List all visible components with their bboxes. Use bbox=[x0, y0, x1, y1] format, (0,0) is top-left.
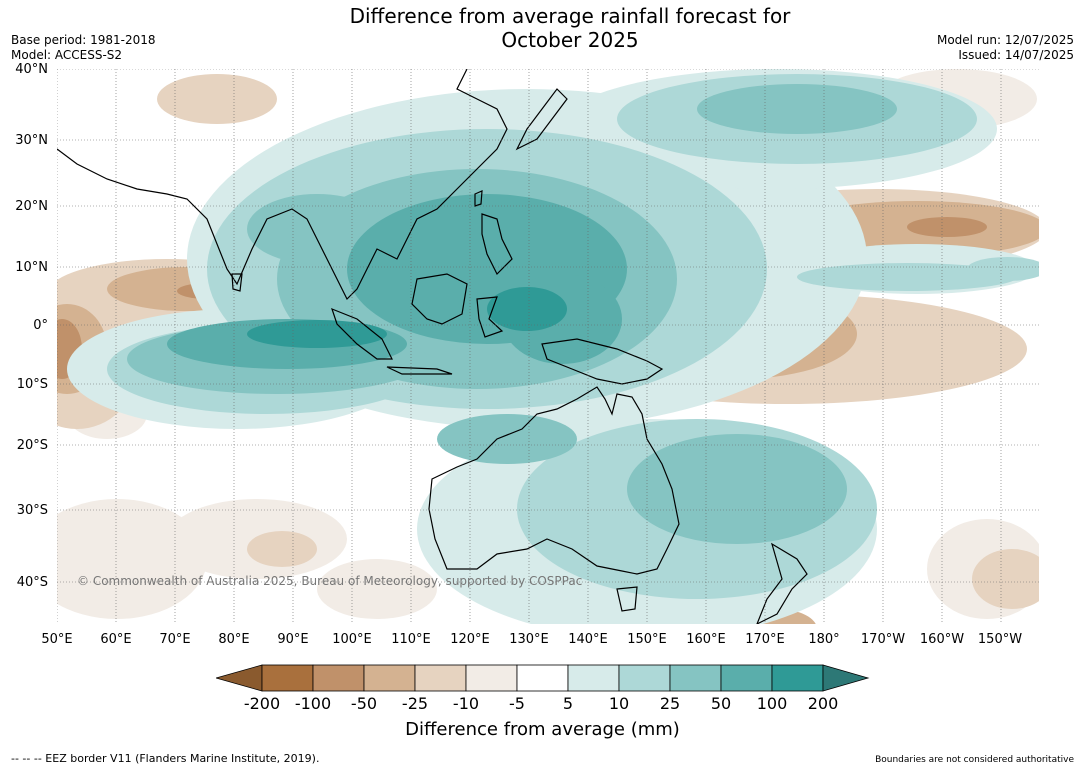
colorbar-tick-label: -100 bbox=[294, 694, 332, 713]
lon-label-60e: 60°E bbox=[100, 632, 132, 647]
lat-label-40n: 40°N bbox=[15, 62, 48, 77]
colorbar-tick-label: 100 bbox=[756, 694, 788, 713]
colorbar-tick-label: -50 bbox=[350, 694, 378, 713]
meta-right: Model run: 12/07/2025 Issued: 14/07/2025 bbox=[937, 33, 1074, 63]
colorbar-tick-label: 25 bbox=[659, 694, 681, 713]
lat-label-20s: 20°S bbox=[16, 438, 48, 453]
colorbar-cells bbox=[261, 664, 824, 692]
colorbar-swatch bbox=[465, 664, 518, 692]
colorbar-tick-label: -200 bbox=[243, 694, 281, 713]
colorbar-left-arrow bbox=[216, 664, 263, 692]
colorbar-tick-label: 50 bbox=[710, 694, 732, 713]
colorbar bbox=[216, 664, 870, 692]
lon-label-50e: 50°E bbox=[41, 632, 73, 647]
title-line-2: October 2025 bbox=[501, 28, 639, 52]
lat-label-30s: 30°S bbox=[16, 503, 48, 518]
base-period: Base period: 1981-2018 bbox=[11, 33, 156, 47]
new-zealand-coast bbox=[756, 542, 808, 624]
colorbar-swatch bbox=[261, 664, 314, 692]
issued-date: Issued: 14/07/2025 bbox=[958, 48, 1074, 62]
title-line-1: Difference from average rainfall forecas… bbox=[349, 4, 791, 28]
australia-coast bbox=[428, 386, 680, 575]
lon-label-180: 180° bbox=[808, 632, 840, 647]
lon-label-170e: 170°E bbox=[745, 632, 785, 647]
colorbar-tick-label: 10 bbox=[608, 694, 630, 713]
colorbar-swatch bbox=[618, 664, 671, 692]
asia-coast bbox=[57, 69, 508, 301]
java-coast bbox=[386, 366, 453, 375]
colorbar-tick-label: -10 bbox=[452, 694, 480, 713]
colorbar-tick-label: -25 bbox=[401, 694, 429, 713]
lat-label-30n: 30°N bbox=[15, 133, 48, 148]
lat-label-0: 0° bbox=[33, 318, 48, 333]
lat-label-40s: 40°S bbox=[16, 575, 48, 590]
coastlines bbox=[57, 69, 808, 624]
model-name: Model: ACCESS-S2 bbox=[11, 48, 123, 62]
boundaries-disclaimer: Boundaries are not considered authoritat… bbox=[875, 755, 1074, 765]
lon-label-150e: 150°E bbox=[627, 632, 667, 647]
colorbar-tick-label: 5 bbox=[562, 694, 574, 713]
colorbar-swatch bbox=[363, 664, 416, 692]
lat-label-20n: 20°N bbox=[15, 199, 48, 214]
colorbar-swatch bbox=[771, 664, 824, 692]
lon-label-70e: 70°E bbox=[159, 632, 191, 647]
lon-label-140e: 140°E bbox=[568, 632, 608, 647]
lon-label-120e: 120°E bbox=[450, 632, 490, 647]
colorbar-tick-label: -5 bbox=[509, 694, 525, 713]
eez-footnote: -- -- -- EEZ border V11 (Flanders Marine… bbox=[11, 752, 320, 765]
lon-label-130e: 130°E bbox=[509, 632, 549, 647]
sulawesi-coast bbox=[476, 296, 504, 338]
colorbar-swatch bbox=[516, 664, 569, 692]
borneo-coast bbox=[411, 273, 468, 325]
colorbar-tick-label: 200 bbox=[807, 694, 839, 713]
lon-label-90e: 90°E bbox=[277, 632, 309, 647]
japan-coast bbox=[515, 88, 568, 151]
lon-label-150w: 150°W bbox=[977, 632, 1023, 647]
colorbar-swatch bbox=[312, 664, 365, 692]
copyright-notice: © Commonwealth of Australia 2025, Bureau… bbox=[77, 574, 582, 588]
tasmania-coast bbox=[616, 586, 638, 612]
lon-label-80e: 80°E bbox=[218, 632, 250, 647]
rainfall-anomaly-map: © Commonwealth of Australia 2025, Bureau… bbox=[57, 69, 1039, 624]
colorbar-swatch bbox=[567, 664, 620, 692]
model-run: Model run: 12/07/2025 bbox=[936, 33, 1074, 47]
colorbar-right-arrow bbox=[822, 664, 870, 692]
lon-label-170w: 170°W bbox=[860, 632, 906, 647]
gridlines bbox=[57, 69, 1039, 624]
meta-left: Base period: 1981-2018 Model: ACCESS-S2 bbox=[11, 33, 156, 63]
lon-label-160e: 160°E bbox=[686, 632, 726, 647]
sri-lanka-coast bbox=[231, 273, 243, 292]
colorbar-swatch bbox=[414, 664, 467, 692]
lon-label-110e: 110°E bbox=[391, 632, 431, 647]
lon-label-160w: 160°W bbox=[919, 632, 965, 647]
lat-label-10n: 10°N bbox=[15, 260, 48, 275]
taiwan-coast bbox=[474, 190, 483, 207]
lat-label-10s: 10°S bbox=[16, 377, 48, 392]
colorbar-swatch bbox=[669, 664, 722, 692]
colorbar-swatch bbox=[720, 664, 773, 692]
colorbar-title: Difference from average (mm) bbox=[405, 719, 680, 740]
map-title: Difference from average rainfall forecas… bbox=[0, 4, 1085, 52]
philippines-coast bbox=[481, 213, 513, 276]
sumatra-coast bbox=[331, 307, 393, 360]
lon-label-100e: 100°E bbox=[332, 632, 372, 647]
